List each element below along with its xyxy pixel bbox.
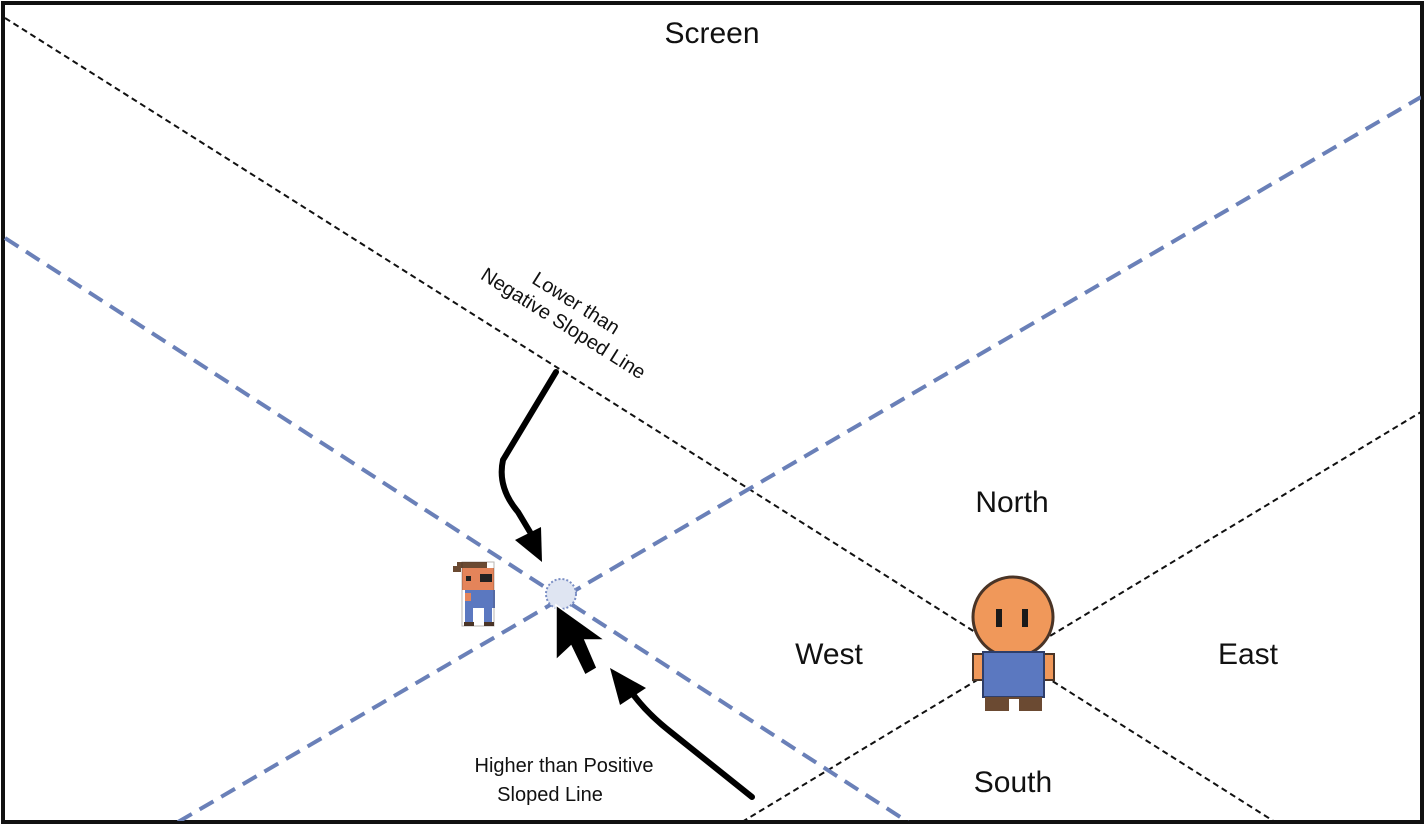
higher-than-line1: Higher than Positive xyxy=(475,755,654,777)
higher-than-line2: Sloped Line xyxy=(497,784,603,806)
region-label-north: North xyxy=(975,486,1048,519)
click-point-icon xyxy=(545,578,577,610)
higher-than-arrow xyxy=(610,668,755,800)
region-label-south: South xyxy=(974,766,1052,799)
enemy-character-icon xyxy=(453,561,495,627)
negative-sloped-line-player xyxy=(4,17,1276,821)
positive-sloped-line-click xyxy=(176,95,1421,821)
frame-title: Screen xyxy=(664,17,759,50)
mouse-cursor-icon xyxy=(555,603,608,677)
lower-than-arrow xyxy=(498,369,559,562)
negative-sloped-line-click xyxy=(4,236,910,821)
positive-sloped-line-player xyxy=(741,411,1421,821)
player-character-icon xyxy=(971,575,1055,711)
region-label-west: West xyxy=(795,638,863,671)
region-label-east: East xyxy=(1218,638,1279,671)
